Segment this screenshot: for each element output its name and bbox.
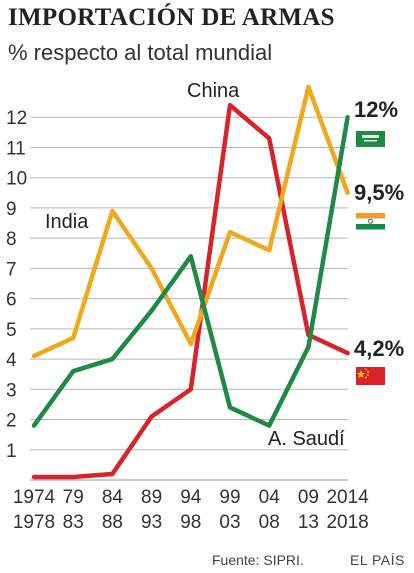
series-label-china: China [187, 80, 240, 102]
y-tick-label: 3 [6, 380, 17, 401]
y-tick-label: 5 [6, 320, 17, 341]
x-tick-label: 79 [63, 487, 84, 508]
series [31, 84, 350, 480]
y-tick-label: 10 [6, 169, 27, 190]
y-tick-label: 8 [6, 229, 17, 250]
x-tick-label: 2018 [326, 512, 368, 533]
x-tick-label: 03 [219, 512, 240, 533]
x-tick-label: 1974 [13, 487, 56, 508]
x-tick-label: 83 [63, 512, 84, 533]
y-tick-label: 1 [6, 441, 17, 462]
x-tick-label: 89 [141, 487, 162, 508]
series-label-saudi: A. Saudí [268, 428, 345, 450]
saudi-flag-icon [356, 131, 385, 147]
chart-title: IMPORTACIÓN DE ARMAS [8, 4, 335, 31]
y-tick-label: 2 [6, 411, 17, 432]
x-tick-label: 93 [141, 512, 162, 533]
x-tick-label: 94 [180, 487, 202, 508]
y-tick-label: 9 [6, 199, 17, 220]
x-tick-label: 88 [102, 512, 123, 533]
publisher-name: EL PAÍS [350, 552, 405, 568]
series-label-india: India [45, 211, 89, 233]
x-tick-label: 08 [259, 512, 280, 533]
x-tick-label: 1978 [13, 512, 55, 533]
series-line-china [31, 102, 350, 480]
end-value-saudi: 12% [354, 97, 398, 122]
x-tick-label: 13 [298, 512, 319, 533]
x-tick-label: 98 [180, 512, 201, 533]
y-tick-label: 11 [6, 138, 26, 159]
y-tick-label: 6 [6, 290, 17, 311]
end-value-india: 9,5% [354, 180, 404, 205]
labels: India China A. Saudí 9,5% 4,2% 12% [45, 80, 404, 450]
chart-subtitle: % respecto al total mundial [8, 40, 273, 65]
y-tick-label: 12 [6, 108, 27, 129]
end-value-china: 4,2% [354, 336, 404, 361]
x-tick-label: 2014 [326, 487, 369, 508]
china-flag-icon [356, 367, 385, 385]
y-tick-label: 4 [6, 350, 17, 371]
x-tick-label: 09 [298, 487, 319, 508]
x-tick-label: 84 [102, 487, 124, 508]
india-flag-icon [355, 213, 386, 230]
x-tick-label: 99 [219, 487, 240, 508]
y-tick-label: 7 [6, 259, 17, 280]
x-tick-label: 04 [259, 487, 281, 508]
x-axis-ticks: 1974 1978 79 83 84 88 89 93 94 98 99 03 04 08 09 13 2014… [13, 487, 369, 533]
source-note: Fuente: SIPRI. [212, 552, 304, 568]
